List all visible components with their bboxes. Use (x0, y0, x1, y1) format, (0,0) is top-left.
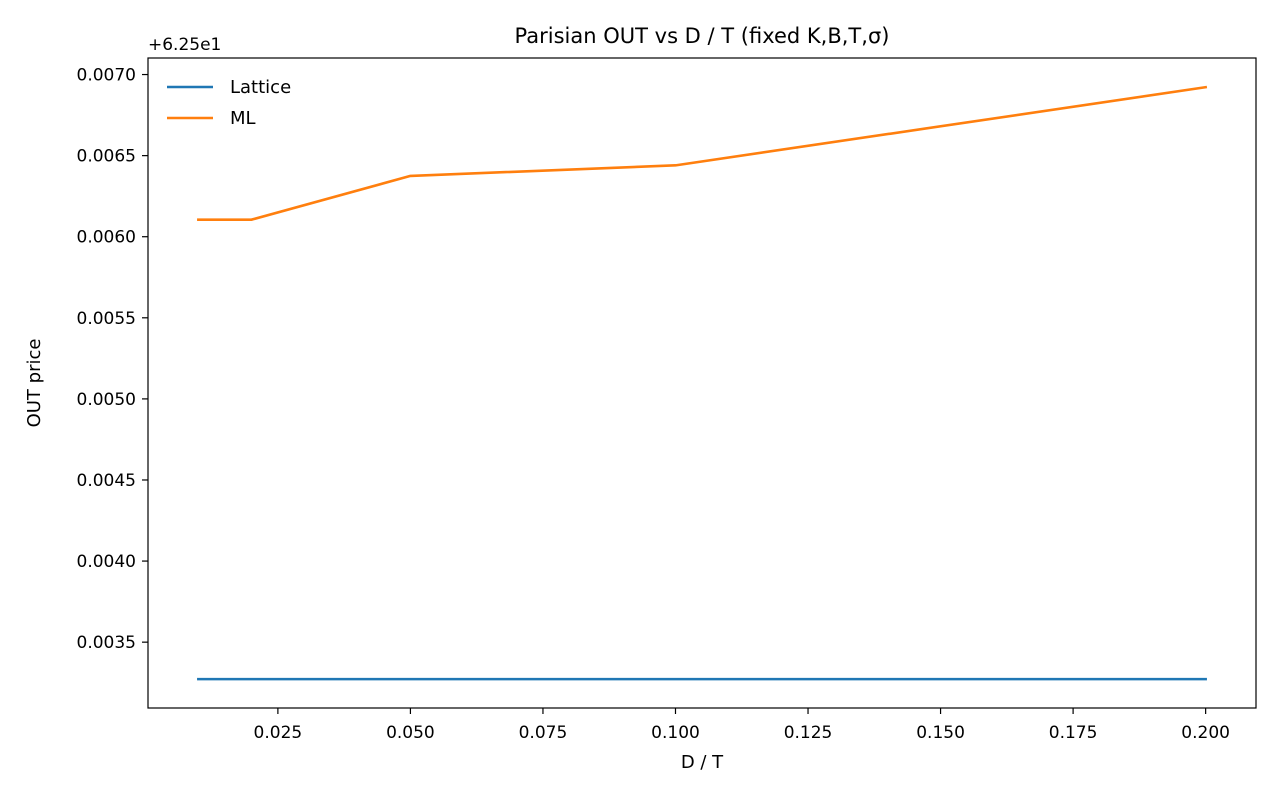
plot-area: 0.025 0.050 0.075 0.100 0.125 0.150 0.175 0.200… (77, 57, 1257, 743)
x-tick-label: 0.025 (254, 723, 303, 743)
axes-frame (147, 57, 1257, 709)
x-tick-label: 0.100 (651, 723, 700, 743)
series-line-ml (197, 85, 1208, 221)
chart-title: Parisian OUT vs D / T (fixed K,B,T,σ) (515, 24, 890, 48)
y-tick-label: 0.0070 (77, 66, 136, 86)
x-tick-label: 0.050 (386, 723, 435, 743)
y-tick-label: 0.0040 (77, 552, 136, 572)
x-tick-label: 0.175 (1049, 723, 1098, 743)
y-tick-label: 0.0045 (77, 471, 136, 491)
x-axis-label: D / T (681, 752, 724, 773)
y-tick-label: 0.0050 (77, 390, 136, 410)
legend: Lattice ML (167, 77, 291, 129)
x-tick-label: 0.150 (916, 723, 965, 743)
x-tick-label: 0.200 (1181, 723, 1230, 743)
x-tick-label: 0.125 (784, 723, 833, 743)
legend-label-lattice: Lattice (230, 77, 291, 98)
legend-label-ml: ML (230, 108, 256, 129)
y-tick-label: 0.0065 (77, 147, 136, 167)
y-axis-offset-label: +6.25e1 (148, 35, 221, 55)
y-tick-label: 0.0055 (77, 309, 136, 329)
y-tick-label: 0.0035 (77, 633, 136, 653)
y-axis-label: OUT price (24, 339, 45, 428)
y-tick-label: 0.0060 (77, 228, 136, 248)
x-tick-label: 0.075 (519, 723, 568, 743)
